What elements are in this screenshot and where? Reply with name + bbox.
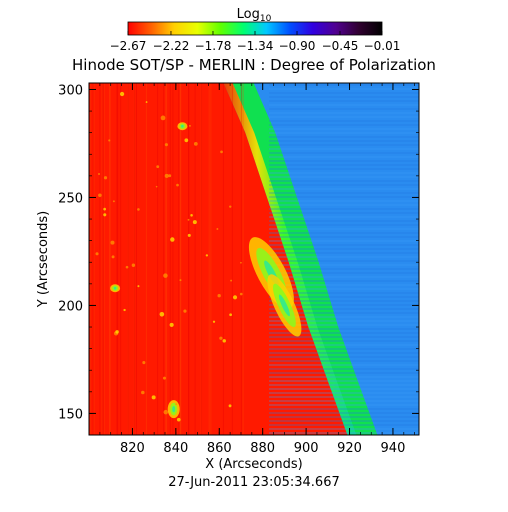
- colorbar-title: Log10: [237, 7, 272, 24]
- plot-frame: [88, 82, 420, 436]
- chart-title: Hinode SOT/SP - MERLIN : Degree of Polar…: [72, 56, 436, 74]
- y-tick-label: 200: [58, 299, 83, 314]
- colorbar-tick-label: −0.90: [279, 39, 316, 53]
- x-tick-label: 900: [294, 441, 319, 456]
- plot-area: [89, 83, 419, 435]
- colorbar-tick-label: −1.34: [237, 39, 274, 53]
- y-tick-label: 150: [58, 407, 83, 422]
- colorbar-tick-label: −0.45: [322, 39, 359, 53]
- x-tick-label: 940: [381, 441, 406, 456]
- y-axis-label: Y (Arcseconds): [36, 211, 51, 308]
- x-tick-label: 920: [337, 441, 362, 456]
- polarization-features: [95, 91, 302, 422]
- feature-patch-upper: [177, 122, 188, 131]
- feature-plage-filament-2: [267, 274, 302, 337]
- x-tick-label: 840: [163, 441, 188, 456]
- x-axis-label: X (Arcseconds): [205, 457, 302, 472]
- y-tick-label: 250: [58, 191, 83, 206]
- x-tick-label: 820: [120, 441, 145, 456]
- colorbar-tick-label: −1.78: [195, 39, 232, 53]
- disk-region: [89, 83, 348, 435]
- colorbar-tick-label: −2.67: [110, 39, 147, 53]
- colorbar-tick-label: −2.22: [153, 39, 190, 53]
- feature-patch-left: [110, 284, 121, 293]
- y-axis: 150 200 250 300: [58, 83, 419, 436]
- x-axis: 820 840 860 880 900 920 940: [88, 83, 416, 456]
- colorbar-tick-label: −0.01: [364, 39, 401, 53]
- colorbar-ticks: −2.67 −2.22 −1.78 −1.34 −0.90 −0.45 −0.01: [110, 31, 401, 53]
- timestamp: 27-Jun-2011 23:05:34.667: [168, 475, 340, 490]
- x-tick-label: 860: [207, 441, 232, 456]
- feature-patch-lower-left: [167, 400, 180, 419]
- x-tick-label: 880: [250, 441, 275, 456]
- limb-edge: [223, 83, 357, 435]
- y-tick-label: 300: [58, 83, 83, 98]
- scan-streaks: [89, 83, 419, 435]
